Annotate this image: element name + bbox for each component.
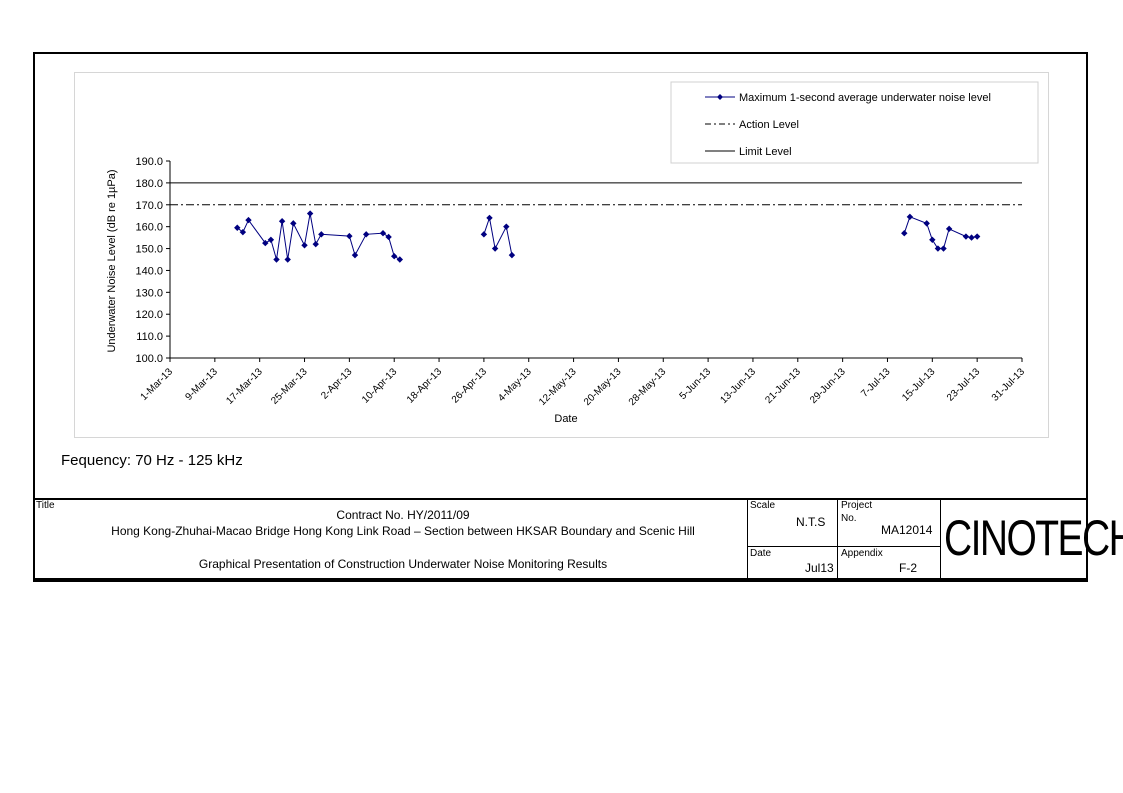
drawing-sheet <box>33 52 1088 580</box>
noise-data-point <box>290 220 297 227</box>
y-tick-label: 130.0 <box>135 287 163 299</box>
title-block-divider-3 <box>940 498 941 582</box>
x-tick-label: 20-May-13 <box>582 366 624 408</box>
x-tick-label: 29-Jun-13 <box>808 366 848 406</box>
y-tick-label: 170.0 <box>135 200 163 212</box>
noise-data-point <box>234 224 241 231</box>
x-tick-label: 9-Mar-13 <box>183 366 220 403</box>
noise-data-point <box>312 240 319 248</box>
x-tick-label: 23-Jul-13 <box>945 366 983 404</box>
legend-entry: Limit Level <box>739 146 792 158</box>
noise-series-line <box>236 213 401 260</box>
noise-data-point <box>346 232 353 240</box>
title-block <box>33 498 1088 582</box>
x-tick-label: 15-Jul-13 <box>900 366 938 404</box>
noise-data-point <box>273 256 280 263</box>
noise-data-point <box>385 233 392 241</box>
noise-data-point <box>480 231 488 238</box>
x-tick-label: 4-May-13 <box>496 366 534 404</box>
noise-data-point <box>239 228 247 236</box>
y-tick-label: 110.0 <box>136 331 163 343</box>
x-tick-label: 18-Apr-13 <box>405 366 445 406</box>
legend-entry: Maximum 1-second average underwater nois… <box>739 92 991 104</box>
drawing-title: Graphical Presentation of Construction U… <box>198 557 608 571</box>
y-tick-label: 180.0 <box>135 178 163 190</box>
noise-data-point <box>503 223 510 230</box>
appendix-value: F-2 <box>899 561 917 575</box>
noise-data-point <box>962 233 970 240</box>
title-block-divider-2 <box>837 498 838 582</box>
x-tick-label: 2-Apr-13 <box>319 366 355 402</box>
y-tick-label: 140.0 <box>135 265 163 277</box>
contract-number: Contract No. HY/2011/09 <box>336 508 470 522</box>
noise-data-point <box>901 230 908 237</box>
x-tick-label: 10-Apr-13 <box>360 366 400 406</box>
noise-data-point <box>318 231 325 238</box>
date-label: Date <box>750 548 772 559</box>
y-tick-label: 120.0 <box>135 309 163 321</box>
noise-data-point <box>508 251 516 259</box>
noise-data-point <box>301 242 308 249</box>
noise-data-point <box>968 234 975 241</box>
noise-data-point <box>929 236 936 243</box>
frequency-note: Fequency: 70 Hz - 125 kHz <box>61 452 243 469</box>
x-tick-label: 12-May-13 <box>537 366 579 408</box>
noise-data-point <box>486 214 493 222</box>
noise-data-point <box>262 239 269 247</box>
project-no-label: No. <box>841 513 857 524</box>
legend-box <box>670 81 1039 164</box>
project-label: Project <box>841 500 873 511</box>
scale-value: N.T.S <box>796 515 826 529</box>
x-axis-title: Date <box>554 413 577 425</box>
legend-entry: Action Level <box>739 119 799 131</box>
noise-data-point <box>923 220 930 227</box>
noise-data-point <box>945 225 953 233</box>
title-block-divider-h <box>747 546 941 547</box>
noise-data-point <box>362 231 370 238</box>
noise-data-point <box>391 253 398 260</box>
project-name: Hong Kong-Zhuhai-Macao Bridge Hong Kong … <box>111 524 695 538</box>
noise-data-point <box>284 256 291 263</box>
noise-data-point <box>306 210 314 217</box>
x-tick-label: 1-Mar-13 <box>139 366 176 403</box>
noise-data-point <box>351 251 359 259</box>
cinotech-logo: CINOTECH <box>944 510 1123 566</box>
appendix-label: Appendix <box>841 548 883 559</box>
x-tick-label: 7-Jul-13 <box>859 366 893 400</box>
noise-data-point <box>940 245 947 252</box>
noise-series-line <box>483 215 513 256</box>
x-tick-label: 21-Jun-13 <box>763 366 803 406</box>
noise-data-point <box>934 245 942 252</box>
x-tick-label: 28-May-13 <box>627 366 669 408</box>
title-label: Title <box>36 500 55 511</box>
x-tick-label: 26-Apr-13 <box>450 366 490 406</box>
noise-data-point <box>278 217 286 225</box>
y-tick-label: 100.0 <box>135 353 163 365</box>
x-tick-label: 13-Jun-13 <box>718 366 758 406</box>
scale-label: Scale <box>750 500 776 511</box>
chart-area: 100.0 110.0 120.0 130.0 140.0 150.0 160.0 170.0… <box>74 72 1049 438</box>
y-axis-title: Underwater Noise Level (dB re 1µPa) <box>106 169 118 352</box>
x-tick-label: 5-Jun-13 <box>678 366 714 402</box>
x-tick-label: 25-Mar-13 <box>269 366 310 407</box>
noise-series-line <box>903 216 978 250</box>
noise-data-point <box>396 256 404 263</box>
noise-level-chart: 100.0 110.0 120.0 130.0 140.0 150.0 160.0 170.0… <box>106 81 1039 425</box>
noise-data-point <box>973 233 981 240</box>
y-tick-label: 160.0 <box>135 222 163 234</box>
noise-data-point <box>267 236 275 243</box>
date-value: Jul13 <box>805 561 834 575</box>
noise-data-point <box>906 213 914 221</box>
x-tick-label: 17-Mar-13 <box>224 366 265 407</box>
noise-data-point <box>491 245 499 252</box>
y-tick-label: 150.0 <box>135 244 163 256</box>
noise-data-point <box>379 230 387 237</box>
project-number: MA12014 <box>881 523 933 537</box>
noise-data-point <box>245 216 252 224</box>
x-tick-label: 31-Jul-13 <box>990 366 1028 404</box>
legend-swatch-marker <box>717 94 723 100</box>
title-block-divider-1 <box>747 498 748 582</box>
y-tick-label: 190.0 <box>135 156 163 168</box>
